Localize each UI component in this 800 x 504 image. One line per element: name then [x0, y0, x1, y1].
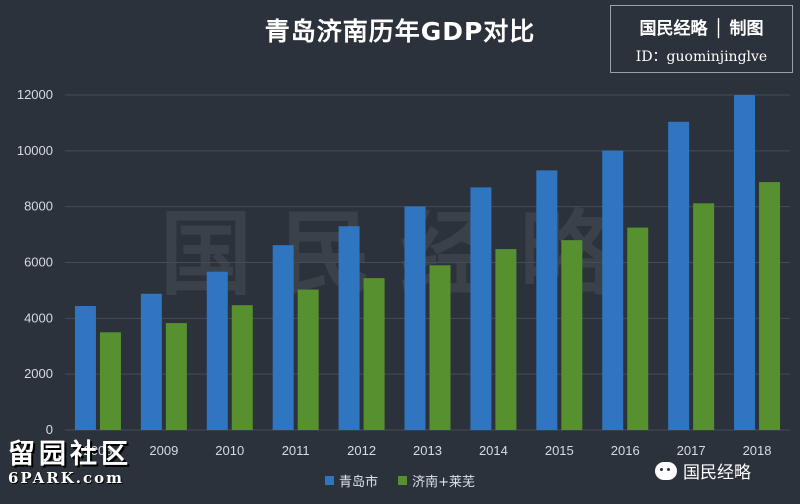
- brand-box: 国民经略 │ 制图 ID：guominjinglve: [610, 5, 793, 73]
- y-axis-ticks: 0 2000 4000 6000 8000 10000 12000: [17, 87, 53, 437]
- x-tick-label: 2016: [611, 443, 640, 458]
- bar-series1-2010: [206, 271, 228, 430]
- bar-series1-2008: [74, 306, 96, 430]
- bar-series1-2009: [140, 293, 162, 430]
- legend-label-series2: 济南+莱芜: [412, 475, 476, 490]
- site-logo-en: 6PARK.com: [8, 469, 124, 487]
- x-tick-label: 2010: [215, 443, 244, 458]
- bar-series1-2013: [404, 206, 426, 430]
- bar-series2-2018: [759, 182, 781, 430]
- site-logo: 留园社区 6PARK.com: [8, 432, 132, 487]
- wechat-badge: 国民经略: [655, 458, 751, 483]
- bar-series2-2009: [165, 323, 187, 430]
- x-tick-label: 2012: [347, 443, 376, 458]
- bar-series2-2008: [99, 332, 121, 430]
- bar-series2-2015: [561, 240, 583, 430]
- bar-series2-2014: [495, 249, 517, 430]
- y-tick-label: 2000: [24, 366, 53, 381]
- brand-name: 国民经略 │ 制图: [639, 19, 764, 39]
- wechat-label: 国民经略: [683, 463, 751, 483]
- wechat-icon: [655, 461, 677, 480]
- y-tick-label: 10000: [17, 143, 53, 158]
- legend-swatch-series1: [324, 476, 334, 485]
- brand-id: ID：guominjinglve: [635, 49, 768, 65]
- bar-series1-2012: [338, 226, 360, 430]
- x-tick-label: 2015: [545, 443, 574, 458]
- x-tick-label: 2011: [282, 443, 310, 458]
- y-tick-label: 0: [46, 422, 53, 437]
- bar-series2-2013: [429, 265, 451, 430]
- bar-series1-2018: [734, 95, 756, 430]
- legend-item-series1: 青岛市: [324, 471, 378, 490]
- bar-series2-2010: [231, 305, 253, 430]
- bar-series2-2012: [363, 278, 385, 430]
- x-tick-label: 2009: [149, 443, 178, 458]
- x-tick-label: 2014: [479, 443, 508, 458]
- bar-series2-2011: [297, 289, 319, 430]
- chart-title: 青岛济南历年GDP对比: [264, 17, 536, 46]
- x-tick-label: 2017: [677, 443, 706, 458]
- bar-series1-2011: [272, 245, 294, 430]
- y-tick-label: 8000: [24, 199, 53, 214]
- bar-series1-2015: [536, 170, 558, 430]
- legend: 青岛市 济南+莱芜: [0, 471, 800, 490]
- y-tick-label: 6000: [24, 255, 53, 270]
- x-tick-label: 2018: [743, 443, 772, 458]
- bar-series1-2016: [602, 150, 624, 430]
- y-tick-label: 4000: [24, 310, 53, 325]
- bar-series2-2017: [693, 203, 715, 430]
- y-tick-label: 12000: [17, 87, 53, 102]
- x-tick-label: 2008: [83, 443, 112, 458]
- x-axis-ticks: 2008 2009 2010 2011 2012 2013 2014 2015 2016 2017…: [83, 443, 771, 458]
- legend-label-series1: 青岛市: [338, 475, 378, 490]
- bar-series1-2014: [470, 187, 492, 430]
- site-logo-cn: 留园社区: [8, 439, 132, 470]
- bar-series1-2017: [668, 121, 690, 431]
- bar-series2-2016: [627, 227, 649, 430]
- legend-item-series2: 济南+莱芜: [398, 471, 475, 490]
- bars: [74, 95, 781, 431]
- x-tick-label: 2013: [413, 443, 442, 458]
- legend-swatch-series2: [398, 476, 408, 485]
